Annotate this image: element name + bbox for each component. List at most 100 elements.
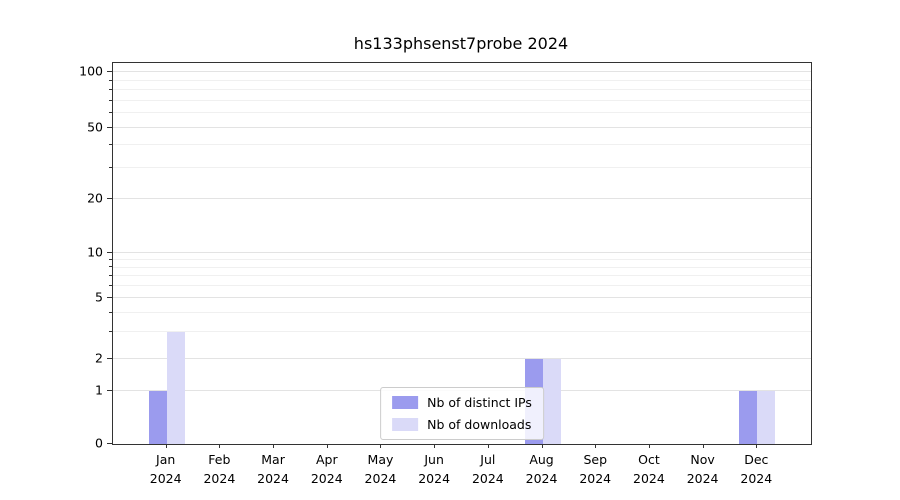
x-tick-month: Jun xyxy=(424,452,444,467)
x-tick-label: Aug 2024 xyxy=(526,451,558,489)
minor-gridline xyxy=(113,79,811,81)
plot-area: Nb of distinct IPs Nb of downloads xyxy=(112,62,812,445)
x-tick-label: Oct 2024 xyxy=(633,451,665,489)
x-tick-label: Nov 2024 xyxy=(687,451,719,489)
x-tick-year: 2024 xyxy=(525,470,558,486)
y-tick-mark xyxy=(107,358,112,359)
y-minor-tick-mark xyxy=(109,89,112,91)
x-tick-year: 2024 xyxy=(257,470,289,486)
x-tick-year: 2024 xyxy=(364,470,397,486)
minor-gridline xyxy=(113,99,811,101)
minor-gridline xyxy=(113,266,811,268)
x-tick-mark xyxy=(487,444,489,448)
y-tick-label: 20 xyxy=(87,190,103,206)
y-minor-tick-mark xyxy=(109,79,112,81)
x-tick-year: 2024 xyxy=(740,470,773,486)
major-gridline xyxy=(113,252,811,253)
y-tick-label: 0 xyxy=(95,435,103,451)
minor-gridline xyxy=(113,275,811,277)
x-tick-month: Apr xyxy=(315,452,338,467)
bar-downloads xyxy=(166,332,185,444)
x-tick-month: Mar xyxy=(261,452,285,467)
minor-gridline xyxy=(113,258,811,260)
x-tick-label: Sep 2024 xyxy=(579,451,611,489)
minor-gridline xyxy=(113,112,811,114)
x-tick-mark xyxy=(541,444,543,448)
y-tick-mark xyxy=(107,252,112,253)
minor-gridline xyxy=(113,144,811,146)
major-gridline xyxy=(113,297,811,298)
x-tick-label: Jan 2024 xyxy=(150,451,182,489)
x-tick-mark xyxy=(434,444,436,448)
legend-swatch-distinct-ips xyxy=(392,396,419,409)
minor-gridline xyxy=(113,331,811,333)
y-minor-tick-mark xyxy=(109,166,112,168)
major-gridline xyxy=(113,127,811,128)
y-tick-mark xyxy=(107,443,112,444)
x-tick-label: Feb 2024 xyxy=(203,451,235,489)
legend: Nb of distinct IPs Nb of downloads xyxy=(380,387,544,440)
x-tick-month: Jul xyxy=(480,452,496,467)
x-tick-year: 2024 xyxy=(633,470,665,486)
x-tick-month: Dec xyxy=(744,452,769,467)
x-tick-year: 2024 xyxy=(418,470,451,486)
y-tick-mark xyxy=(107,297,112,298)
y-tick-mark xyxy=(107,198,112,199)
x-tick-label: Jul 2024 xyxy=(472,451,504,489)
x-tick-mark xyxy=(595,444,597,448)
y-minor-tick-mark xyxy=(109,258,112,260)
x-tick-mark xyxy=(756,444,758,448)
bar-downloads xyxy=(757,391,776,444)
y-minor-tick-mark xyxy=(109,285,112,287)
y-minor-tick-mark xyxy=(109,311,112,313)
x-tick-mark xyxy=(326,444,328,448)
x-tick-month: Nov xyxy=(690,452,715,467)
x-tick-month: Sep xyxy=(583,452,607,467)
x-tick-month: Jan xyxy=(156,452,176,467)
y-minor-tick-mark xyxy=(109,112,112,114)
x-tick-mark xyxy=(702,444,704,448)
y-minor-tick-mark xyxy=(109,331,112,332)
y-tick-mark xyxy=(107,127,112,128)
x-tick-mark xyxy=(219,444,221,448)
y-minor-tick-mark xyxy=(109,266,112,268)
legend-swatch-downloads xyxy=(392,418,419,431)
minor-gridline xyxy=(113,89,811,91)
y-tick-label: 100 xyxy=(79,63,103,79)
x-tick-year: 2024 xyxy=(149,470,182,486)
x-tick-label: Apr 2024 xyxy=(311,451,343,489)
x-tick-month: Feb xyxy=(208,452,231,467)
x-tick-month: Oct xyxy=(638,452,660,467)
y-tick-label: 5 xyxy=(95,289,103,305)
y-tick-label: 10 xyxy=(87,244,103,260)
minor-gridline xyxy=(113,166,811,168)
bar-downloads xyxy=(542,359,561,444)
legend-item-downloads: Nb of downloads xyxy=(392,417,532,432)
x-tick-mark xyxy=(648,444,650,448)
x-tick-label: May 2024 xyxy=(365,451,397,489)
bar-distinct-ips xyxy=(739,391,758,444)
legend-label-distinct-ips: Nb of distinct IPs xyxy=(427,395,532,410)
y-tick-label: 50 xyxy=(87,119,103,135)
bar-distinct-ips xyxy=(148,391,167,444)
x-tick-year: 2024 xyxy=(471,470,504,486)
y-minor-tick-mark xyxy=(109,144,112,146)
minor-gridline xyxy=(113,285,811,287)
x-tick-month: Aug xyxy=(529,452,554,467)
y-tick-label: 2 xyxy=(95,350,103,366)
x-tick-label: Jun 2024 xyxy=(418,451,450,489)
legend-item-distinct-ips: Nb of distinct IPs xyxy=(392,395,532,410)
major-gridline xyxy=(113,358,811,359)
y-minor-tick-mark xyxy=(109,99,112,101)
x-tick-month: May xyxy=(367,452,394,467)
major-gridline xyxy=(113,198,811,199)
x-tick-year: 2024 xyxy=(579,470,612,486)
x-tick-label: Mar 2024 xyxy=(257,451,289,489)
y-tick-mark xyxy=(107,390,112,391)
legend-label-downloads: Nb of downloads xyxy=(427,417,532,432)
y-tick-label: 1 xyxy=(95,382,103,398)
x-tick-year: 2024 xyxy=(203,470,236,486)
x-tick-mark xyxy=(380,444,382,448)
y-minor-tick-mark xyxy=(109,275,112,277)
